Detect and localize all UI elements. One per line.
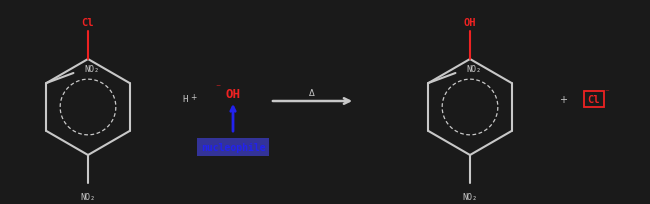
Text: Cl: Cl	[82, 18, 94, 28]
Text: H: H	[182, 95, 188, 104]
Text: NO₂: NO₂	[84, 65, 99, 74]
Text: nucleophile: nucleophile	[201, 142, 265, 152]
Text: ⁻: ⁻	[215, 83, 220, 93]
Text: NO₂: NO₂	[81, 193, 96, 202]
Text: Δ: Δ	[309, 89, 315, 98]
Text: +: +	[559, 94, 567, 104]
Text: NO₂: NO₂	[467, 65, 482, 74]
Text: OH: OH	[226, 88, 240, 101]
Text: ⁻: ⁻	[604, 88, 610, 97]
Text: +: +	[190, 93, 196, 102]
Text: Cl: Cl	[588, 94, 600, 104]
Text: NO₂: NO₂	[463, 193, 478, 202]
Text: OH: OH	[463, 18, 476, 28]
